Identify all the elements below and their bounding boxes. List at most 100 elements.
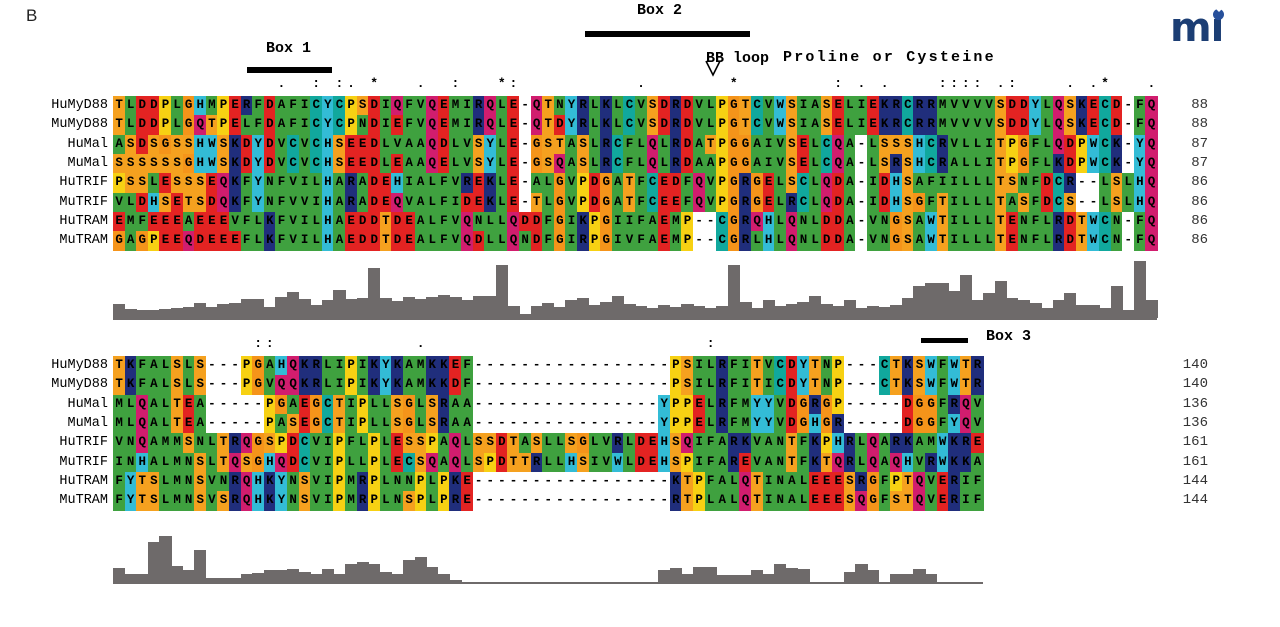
conservation-symbol: .: [637, 76, 645, 91]
residue-cell: F: [797, 433, 810, 453]
residue-cell: V: [751, 452, 764, 472]
residue-cell: D: [495, 452, 508, 472]
residue-cell: -: [530, 413, 543, 434]
residue-cell: Q: [832, 452, 845, 472]
histogram-bar: [287, 292, 300, 318]
residue-cell: E: [159, 173, 172, 193]
residue-cell: Y: [658, 394, 671, 415]
histogram-bar: [785, 568, 798, 582]
sequence-row-label: HuMyD88: [51, 98, 108, 113]
residue-cell: S: [217, 491, 230, 511]
histogram-bar: [379, 298, 392, 318]
residue-cell: -: [855, 134, 868, 155]
residue-cell: L: [542, 192, 555, 212]
conservation-symbol: .: [347, 76, 355, 91]
conservation-symbol: *: [497, 76, 506, 91]
residue-cell: S: [414, 433, 427, 453]
histogram-bar: [774, 306, 787, 318]
residue-cell: -: [553, 413, 566, 434]
residue-cell: L: [704, 413, 717, 434]
residue-cell: A: [147, 375, 160, 395]
residue-cell: Q: [182, 231, 195, 251]
residue-cell: L: [1122, 173, 1135, 193]
histogram-bar: [379, 572, 392, 582]
residue-cell: Y: [275, 471, 288, 492]
residue-cell: W: [205, 134, 218, 155]
residue-cell: -: [507, 356, 520, 376]
residue-cell: C: [1099, 231, 1112, 251]
residue-cell: F: [136, 211, 149, 232]
residue-cell: M: [669, 231, 682, 251]
residue-cell: A: [147, 356, 160, 376]
residue-cell: Q: [426, 115, 439, 135]
histogram-bar: [530, 306, 543, 318]
residue-cell: W: [925, 211, 938, 232]
box1-label: Box 1: [266, 40, 312, 57]
residue-cell: F: [437, 192, 450, 212]
residue-cell: T: [809, 356, 822, 376]
residue-cell: D: [1017, 96, 1030, 116]
residue-cell: E: [646, 452, 659, 472]
histogram-bar: [959, 275, 972, 318]
residue-cell: E: [669, 192, 682, 212]
residue-cell: -: [855, 231, 868, 251]
residue-cell: -: [484, 413, 497, 434]
residue-cell: D: [194, 231, 207, 251]
residue-cell: H: [252, 471, 265, 492]
residue-cell: I: [611, 211, 624, 232]
histogram-bar: [1064, 293, 1077, 318]
histogram-bar: [310, 574, 323, 582]
residue-cell: R: [577, 115, 590, 135]
residue-cell: T: [542, 96, 555, 116]
residue-cell: C: [310, 96, 323, 116]
residue-cell: -: [855, 192, 868, 212]
residue-cell: -: [519, 375, 532, 395]
sequence-row-label: MuTRAM: [59, 493, 108, 509]
residue-cell: S: [785, 134, 798, 155]
residue-cell: -: [623, 356, 636, 376]
residue-cell: K: [229, 153, 242, 174]
residue-cell: F: [623, 153, 636, 174]
histogram-bar: [229, 303, 242, 318]
residue-cell: R: [669, 115, 682, 135]
residue-cell: H: [136, 452, 149, 472]
residue-cell: F: [240, 173, 253, 193]
residue-cell: Q: [1145, 96, 1158, 116]
residue-cell: A: [403, 134, 416, 155]
histogram-bar: [704, 308, 717, 318]
residue-cell: H: [565, 452, 578, 472]
residue-cell: K: [600, 115, 613, 135]
residue-cell: Y: [797, 375, 810, 395]
residue-cell: -: [1122, 115, 1135, 135]
residue-cell: -: [855, 394, 868, 415]
residue-cell: -: [495, 375, 508, 395]
residue-cell: -: [890, 413, 903, 434]
box2-bar: [585, 31, 750, 37]
histogram-bar: [124, 309, 137, 318]
residue-cell: H: [252, 491, 265, 511]
residue-cell: N: [182, 452, 195, 472]
residue-cell: K: [124, 356, 137, 376]
residue-cell: Q: [913, 471, 926, 492]
residue-cell: K: [229, 192, 242, 212]
residue-cell: T: [171, 394, 184, 415]
residue-cell: C: [623, 115, 636, 135]
residue-cell: Q: [217, 192, 230, 212]
residue-cell: L: [843, 115, 856, 135]
residue-cell: S: [136, 173, 149, 193]
conservation-symbol: :: [938, 76, 947, 91]
residue-cell: W: [948, 356, 961, 376]
residue-cell: M: [113, 413, 126, 434]
residue-cell: V: [310, 471, 323, 492]
residue-cell: L: [867, 134, 880, 155]
residue-cell: Y: [321, 115, 334, 135]
residue-cell: T: [113, 115, 126, 135]
residue-cell: Q: [194, 115, 207, 135]
histogram-bar: [252, 299, 265, 318]
residue-cell: L: [426, 231, 439, 251]
residue-cell: Y: [1133, 134, 1146, 155]
residue-cell: S: [472, 153, 485, 174]
residue-cell: S: [182, 134, 195, 155]
residue-cell: L: [542, 452, 555, 472]
residue-cell: S: [124, 134, 137, 155]
